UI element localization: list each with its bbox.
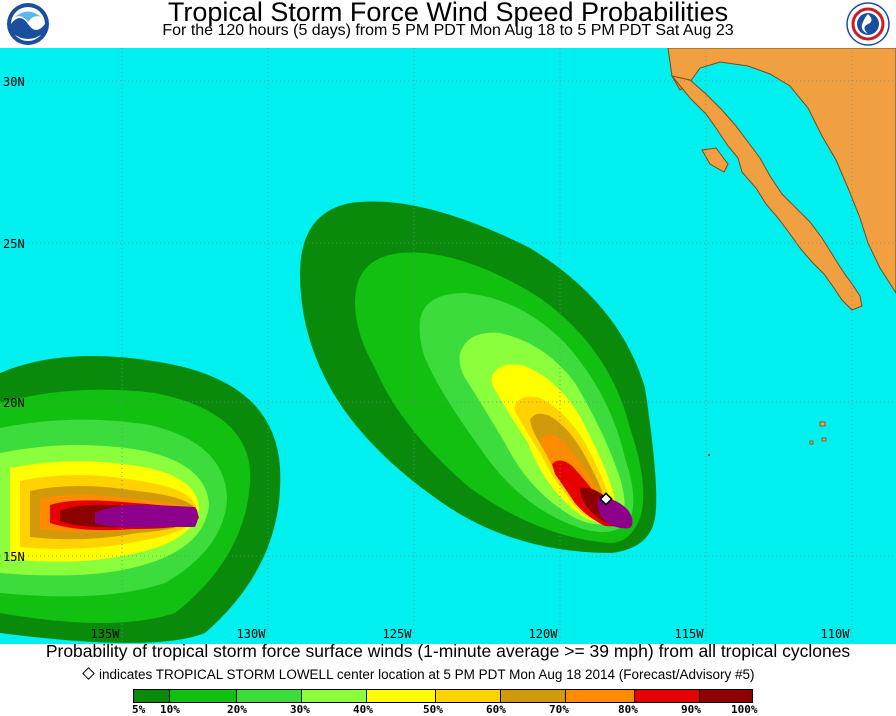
lat-label-15n: 15N — [3, 550, 25, 564]
probability-legend — [133, 689, 753, 703]
lat-label-20n: 20N — [3, 396, 25, 410]
lon-label-110w: 110W — [821, 627, 851, 641]
legend-swatch — [700, 690, 752, 702]
legend-swatch — [635, 690, 700, 702]
page-subtitle: For the 120 hours (5 days) from 5 PM PDT… — [162, 22, 734, 39]
legend-swatch — [237, 690, 302, 702]
legend-label: 70% — [549, 703, 569, 716]
header: Tropical Storm Force Wind Speed Probabil… — [0, 0, 896, 48]
noaa-logo — [7, 3, 49, 45]
legend-label: 5% — [132, 703, 146, 716]
page-title: Tropical Storm Force Wind Speed Probabil… — [167, 0, 729, 27]
lat-label-30n: 30N — [3, 75, 25, 89]
legend-label: 30% — [290, 703, 310, 716]
probability-field-west — [0, 355, 281, 643]
legend-swatch — [134, 690, 170, 702]
lat-label-25n: 25N — [3, 237, 25, 251]
storm-center-marker — [599, 492, 613, 506]
land-mexico — [667, 48, 896, 311]
graticule — [0, 48, 896, 644]
storm-marker-note-text: indicates TROPICAL STORM LOWELL center l… — [99, 667, 755, 682]
legend-swatch — [170, 690, 237, 702]
legend-label: 50% — [423, 703, 443, 716]
legend-label: 90% — [681, 703, 701, 716]
nws-logo — [846, 2, 890, 46]
lon-label-115w: 115W — [675, 627, 705, 641]
map-caption: Probability of tropical storm force surf… — [45, 641, 851, 661]
storm-marker-note: indicates TROPICAL STORM LOWELL center l… — [82, 667, 755, 682]
legend-swatch — [566, 690, 635, 702]
legend-label: 20% — [227, 703, 247, 716]
legend-label: 60% — [486, 703, 506, 716]
legend-label: 100% — [731, 703, 758, 716]
lon-label-120w: 120W — [529, 627, 559, 641]
probability-map: 30N 25N 20N 15N 135W 130W 125W 120W 115W… — [0, 48, 896, 644]
legend-label: 80% — [618, 703, 638, 716]
diamond-icon — [82, 667, 95, 680]
legend-swatch — [436, 690, 501, 702]
legend-swatch — [302, 690, 367, 702]
probability-field-lowell — [300, 201, 657, 553]
lon-label-135w: 135W — [91, 627, 121, 641]
islands — [708, 421, 827, 456]
legend-label: 40% — [353, 703, 373, 716]
lon-label-125w: 125W — [383, 627, 413, 641]
legend-swatch — [501, 690, 566, 702]
legend-swatch — [367, 690, 436, 702]
lon-label-130w: 130W — [237, 627, 267, 641]
legend-label: 10% — [160, 703, 180, 716]
